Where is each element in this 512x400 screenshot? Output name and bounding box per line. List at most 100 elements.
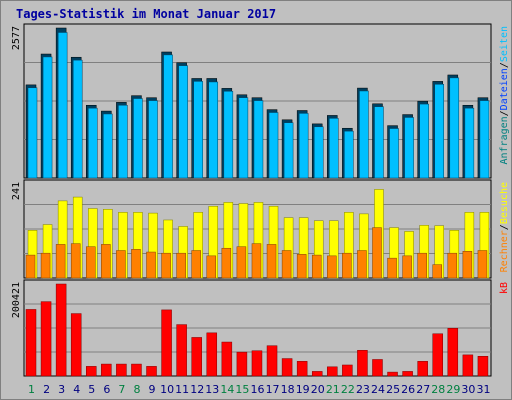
bar-rechner bbox=[251, 243, 262, 279]
bar-dateien bbox=[193, 81, 203, 179]
bar-kb bbox=[176, 324, 187, 377]
bar-rechner bbox=[191, 250, 201, 279]
bar-rechner bbox=[387, 257, 397, 279]
bar-dateien bbox=[419, 103, 429, 179]
bar-kb bbox=[161, 309, 172, 377]
bar-dateien bbox=[148, 100, 158, 179]
bar-kb bbox=[477, 356, 489, 377]
bar-dateien bbox=[268, 112, 279, 179]
bar-rechner bbox=[221, 247, 232, 279]
legend-entry: Besuche bbox=[499, 182, 510, 224]
bar-dateien bbox=[359, 90, 369, 179]
bar-dateien bbox=[283, 122, 294, 179]
bar-kb bbox=[372, 359, 383, 377]
legend-entry: Dateien bbox=[499, 68, 510, 110]
bar-kb bbox=[432, 333, 443, 377]
bar-dateien bbox=[72, 59, 83, 179]
day-label: 27 bbox=[416, 383, 430, 396]
bar-kb bbox=[327, 366, 338, 377]
bar-rechner bbox=[206, 255, 217, 279]
day-label: 5 bbox=[88, 383, 95, 396]
bar-dateien bbox=[238, 97, 249, 179]
bar-rechner bbox=[462, 251, 473, 279]
day-label: 24 bbox=[371, 383, 385, 396]
bar-kb bbox=[40, 301, 52, 377]
bar-dateien bbox=[449, 77, 460, 179]
bar-dateien bbox=[404, 117, 414, 179]
bar-dateien bbox=[253, 100, 264, 179]
bar-dateien bbox=[163, 54, 173, 179]
bar-rechner bbox=[25, 254, 36, 279]
chart-panels: 2577Anfragen/Dateien/Seiten241Rechner/Be… bbox=[11, 23, 510, 377]
bar-rechner bbox=[70, 243, 81, 279]
panel-2: 241 Rechner/Besuche bbox=[11, 179, 510, 279]
bar-kb bbox=[70, 313, 82, 377]
bar-kb bbox=[357, 350, 368, 377]
chart-title: Tages-Statistik im Monat Januar 2017 bbox=[16, 7, 276, 21]
bar-dateien bbox=[118, 104, 128, 179]
bar-rechner bbox=[40, 252, 51, 279]
day-label: 12 bbox=[190, 383, 204, 396]
day-label: 10 bbox=[160, 383, 174, 396]
day-label: 26 bbox=[401, 383, 415, 396]
bar-rechner bbox=[432, 264, 442, 279]
bar-dateien bbox=[88, 107, 98, 179]
day-label: 4 bbox=[73, 383, 80, 396]
day-label: 31 bbox=[476, 383, 490, 396]
bar-kb bbox=[55, 283, 67, 377]
bar-dateien bbox=[208, 81, 219, 179]
bar-dateien bbox=[298, 113, 309, 179]
legend: Anfragen/Dateien/Seiten bbox=[499, 26, 510, 165]
bar-kb bbox=[251, 350, 263, 377]
bar-kb bbox=[387, 371, 398, 377]
day-label: 25 bbox=[386, 383, 400, 396]
day-label: 23 bbox=[356, 383, 370, 396]
day-label: 28 bbox=[431, 383, 445, 396]
bar-rechner bbox=[131, 249, 141, 279]
legend-entry: kB bbox=[499, 282, 510, 294]
day-label: 2 bbox=[43, 383, 50, 396]
bar-kb bbox=[221, 341, 233, 377]
bar-kb bbox=[281, 358, 293, 377]
bar-rechner bbox=[311, 254, 322, 279]
bar-dateien bbox=[133, 98, 143, 179]
bar-kb bbox=[131, 363, 142, 377]
legend: kB bbox=[499, 282, 510, 294]
bar-dateien bbox=[479, 100, 490, 179]
day-label: 6 bbox=[103, 383, 110, 396]
day-labels: 1 2 3 4 5 6 7 8 9 10 11 12 13 14 15 16 17 18 19 20 21 22 23 24 2… bbox=[28, 383, 490, 396]
bar-dateien bbox=[178, 65, 188, 179]
bar-rechner bbox=[296, 254, 307, 279]
panel-3: 200421 kB bbox=[11, 279, 510, 377]
bar-dateien bbox=[344, 130, 354, 179]
day-label: 8 bbox=[133, 383, 140, 396]
day-label: 1 bbox=[28, 383, 35, 396]
legend-entry: Rechner bbox=[499, 230, 510, 272]
bar-dateien bbox=[27, 87, 38, 179]
bar-kb bbox=[236, 351, 248, 377]
bar-kb bbox=[402, 371, 413, 377]
bar-rechner bbox=[281, 250, 292, 279]
bar-kb bbox=[296, 361, 308, 377]
legend-entry: Seiten bbox=[499, 26, 510, 62]
bar-dateien bbox=[329, 118, 339, 179]
day-label: 20 bbox=[311, 383, 325, 396]
day-label: 29 bbox=[446, 383, 460, 396]
legend-entry: / bbox=[499, 110, 510, 116]
day-label: 15 bbox=[235, 383, 249, 396]
bar-kb bbox=[447, 328, 459, 377]
bar-rechner bbox=[55, 244, 66, 279]
bar-kb bbox=[342, 364, 353, 377]
bar-kb bbox=[311, 371, 323, 377]
legend-entry: / bbox=[499, 62, 510, 68]
bar-kb bbox=[101, 363, 112, 377]
day-label: 21 bbox=[326, 383, 340, 396]
day-label: 19 bbox=[296, 383, 310, 396]
bar-rechner bbox=[266, 244, 277, 279]
y-tick-label: 200421 bbox=[11, 282, 22, 318]
bar-rechner bbox=[477, 250, 488, 279]
legend: Rechner/Besuche bbox=[499, 182, 510, 272]
bar-rechner bbox=[176, 252, 186, 279]
bar-kb bbox=[266, 345, 278, 377]
